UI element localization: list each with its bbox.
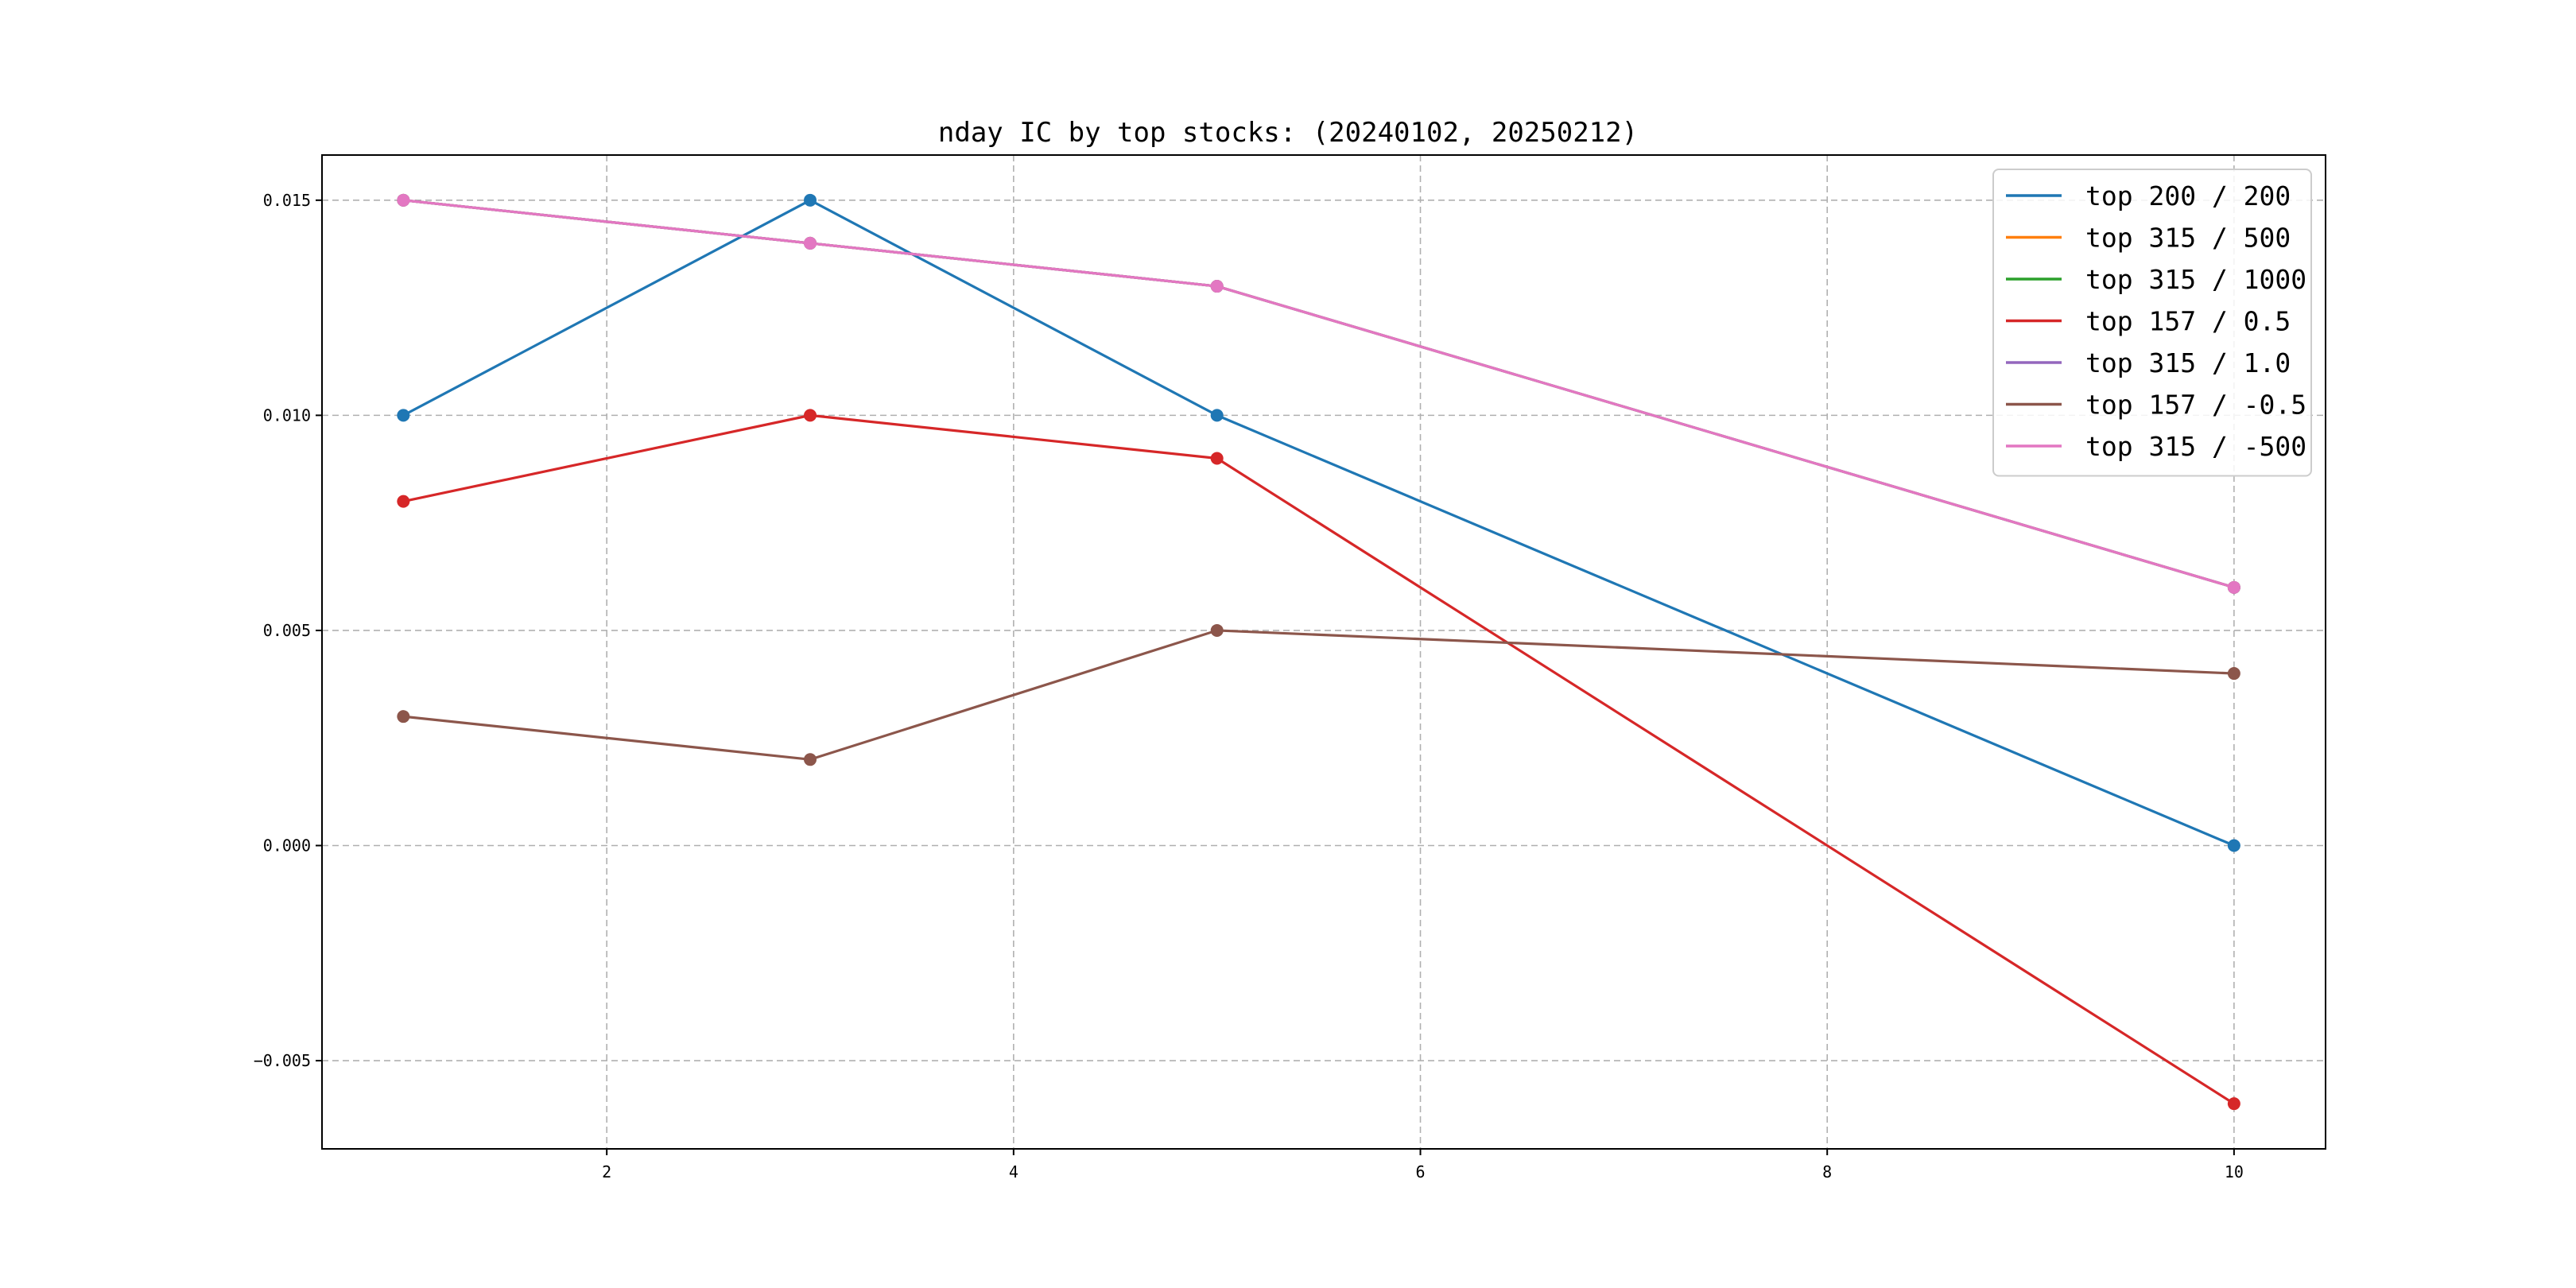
- x-tick-label: 4: [1009, 1162, 1018, 1181]
- legend-entry: top 315 / 1000: [2006, 264, 2306, 295]
- data-point: [2227, 580, 2240, 594]
- legend-label: top 200 / 200: [2085, 180, 2291, 211]
- data-point: [2227, 667, 2240, 681]
- data-point: [397, 710, 410, 724]
- data-point: [2227, 1097, 2240, 1111]
- data-point: [1210, 409, 1224, 422]
- data-point: [1210, 280, 1224, 293]
- x-tick-label: 8: [1822, 1162, 1832, 1181]
- legend-entry: top 315 / 500: [2006, 223, 2291, 254]
- x-tick-label: 10: [2225, 1162, 2244, 1181]
- data-point: [397, 409, 410, 422]
- legend-entry: top 157 / -0.5: [2006, 390, 2306, 421]
- legend-entry: top 315 / -500: [2006, 431, 2306, 462]
- series-line: [402, 413, 2236, 1105]
- chart-title: nday IC by top stocks: (20240102, 202502…: [938, 117, 1638, 149]
- x-tick-label: 6: [1415, 1162, 1425, 1181]
- data-point: [804, 753, 817, 766]
- data-point: [804, 236, 817, 250]
- legend-label: top 315 / 1000: [2085, 264, 2306, 295]
- legend-label: top 157 / -0.5: [2085, 390, 2306, 421]
- data-point: [1210, 452, 1224, 465]
- data-point: [397, 495, 410, 508]
- x-axis-ticks: 2 4 6 8 10: [602, 1149, 2244, 1181]
- series-line: [402, 199, 2236, 848]
- y-tick-label: 0.005: [263, 621, 311, 640]
- data-point: [804, 193, 817, 207]
- y-axis-ticks: −0.005 0.000 0.005 0.010 0.015: [254, 191, 322, 1070]
- series-1: [397, 193, 2240, 852]
- legend-entry: top 157 / 0.5: [2006, 306, 2291, 337]
- series-layer: [397, 193, 2240, 1111]
- y-tick-label: −0.005: [254, 1051, 311, 1070]
- legend-entry: top 315 / 1.0: [2006, 347, 2291, 378]
- data-point: [804, 409, 817, 422]
- data-point: [1210, 623, 1224, 637]
- legend-label: top 315 / 1.0: [2085, 347, 2291, 378]
- legend-label: top 315 / 500: [2085, 223, 2291, 254]
- legend-box: [1992, 169, 2312, 477]
- series-7: [397, 193, 2240, 594]
- plot-area-frame: [321, 154, 2326, 1150]
- plot-area-background: [322, 155, 2326, 1149]
- x-tick-label: 2: [602, 1162, 611, 1181]
- series-line: [402, 629, 2236, 761]
- series-6: [397, 623, 2240, 766]
- data-point: [2227, 839, 2240, 852]
- series-line: [402, 199, 2236, 589]
- legend-entry: top 200 / 200: [2006, 180, 2291, 211]
- y-tick-label: 0.010: [263, 405, 311, 425]
- legend-label: top 157 / 0.5: [2085, 306, 2291, 337]
- y-tick-label: 0.000: [263, 836, 311, 855]
- series-4: [397, 409, 2240, 1111]
- data-point: [397, 193, 410, 207]
- legend: top 200 / 200 top 315 / 500 top 315 / 1000…: [1992, 169, 2312, 477]
- y-tick-label: 0.015: [263, 191, 311, 210]
- legend-label: top 315 / -500: [2085, 431, 2306, 462]
